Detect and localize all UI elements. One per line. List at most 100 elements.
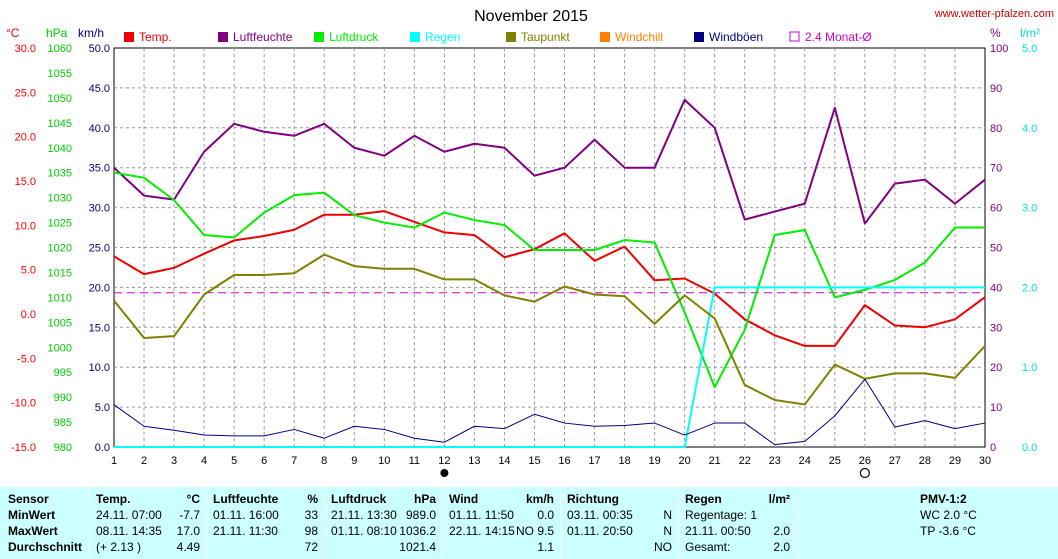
legend-label: Temp. xyxy=(139,30,172,44)
wind-max-time: 22.11. 14:15 xyxy=(449,524,515,538)
temp-avg-value: 4.49 xyxy=(176,540,200,554)
legend-label: 2.4 Monat-Ø xyxy=(805,30,872,44)
wind-avg-value: 1.1 xyxy=(537,540,554,554)
pressure-tick-label: 1025 xyxy=(48,218,72,230)
chart-series xyxy=(113,98,986,448)
rain-title: Regen xyxy=(685,492,722,506)
x-tick-label: 18 xyxy=(618,455,630,467)
humidity-tick-label: 70 xyxy=(990,163,1002,175)
wind-tick-label: 50.0 xyxy=(89,43,110,55)
chart-axes: 1 2 3 4 5 6 7 8 9 10 11 12 13 14 15 16 17 18 19 20 21 22 23 24 2… xyxy=(11,43,1037,479)
temp-max-value: 17.0 xyxy=(176,524,200,538)
x-tick-label: 17 xyxy=(588,455,600,467)
pressure-title: Luftdruck xyxy=(331,492,387,506)
pmv-dewpoint: TP -3.6 °C xyxy=(920,524,976,538)
x-tick-label: 1 xyxy=(111,455,117,467)
temp-tick-label: -15.0 xyxy=(11,442,36,454)
humidity-tick-label: 40 xyxy=(990,282,1002,294)
pressure-tick-label: 1020 xyxy=(48,243,72,255)
legend-swatch xyxy=(124,32,134,42)
x-tick-label: 22 xyxy=(739,455,751,467)
pmv-windchill: WC 2.0 °C xyxy=(920,508,977,522)
x-tick-label: 24 xyxy=(799,455,811,467)
pressure-min-value: 989.0 xyxy=(405,508,436,522)
x-tick-label: 28 xyxy=(919,455,931,467)
x-tick-label: 25 xyxy=(829,455,841,467)
wind-tick-label: 40.0 xyxy=(89,123,110,135)
wind-unit: km/h xyxy=(525,492,554,506)
pressure-tick-label: 980 xyxy=(54,442,72,454)
series-line-regen xyxy=(114,286,985,448)
rain-days: Regentage: 1 xyxy=(685,508,758,522)
stats-panel: Sensor MinWert MaxWert Durchschnitt Temp… xyxy=(0,487,1058,559)
humidity-min-time: 01.11. 16:00 xyxy=(213,508,279,522)
rain-unit: l/m² xyxy=(768,492,790,506)
x-tick-label: 21 xyxy=(709,455,721,467)
pmv-title: PMV-1:2 xyxy=(920,492,967,506)
weather-chart: 1 2 3 4 5 6 7 8 9 10 11 12 13 14 15 16 17 18 19 20 21 22 23 24 2… xyxy=(6,8,1054,479)
humidity-tick-label: 0 xyxy=(990,442,996,454)
x-tick-label: 5 xyxy=(231,455,237,467)
temp-max-time: 08.11. 14:35 xyxy=(96,524,162,538)
x-tick-label: 4 xyxy=(201,455,207,467)
legend-label: Luftfeuchte xyxy=(233,30,293,44)
temp-tick-label: 15.0 xyxy=(15,176,36,188)
legend-swatch xyxy=(694,32,704,42)
humidity-tick-label: 60 xyxy=(990,203,1002,215)
wind-min-time: 01.11. 11:50 xyxy=(449,508,514,522)
legend-swatch xyxy=(314,32,324,42)
pressure-max-time: 01.11. 08:10 xyxy=(331,524,397,538)
temp-unit: °C xyxy=(186,492,200,506)
legend-swatch xyxy=(600,32,610,42)
chart-grid xyxy=(113,47,986,448)
x-tick-label: 16 xyxy=(558,455,570,467)
x-tick-label: 8 xyxy=(321,455,327,467)
temp-tick-label: 20.0 xyxy=(15,132,36,144)
pressure-avg-value: 1021.4 xyxy=(399,540,436,554)
legend-label: Windböen xyxy=(709,30,763,44)
humidity-max-time: 21.11. 11:30 xyxy=(213,524,278,538)
humidity-tick-label: 80 xyxy=(990,123,1002,135)
legend-label: Taupunkt xyxy=(521,30,570,44)
humidity-min-value: 33 xyxy=(304,508,318,522)
x-tick-label: 15 xyxy=(528,455,540,467)
pressure-tick-label: 1055 xyxy=(48,68,72,80)
x-tick-label: 9 xyxy=(351,455,357,467)
legend-label: Windchill xyxy=(615,30,663,44)
wind-tick-label: 0.0 xyxy=(95,442,110,454)
x-tick-label: 12 xyxy=(438,455,450,467)
humidity-tick-label: 20 xyxy=(990,362,1002,374)
rain-total-label: Gesamt: xyxy=(685,540,731,554)
pressure-min-time: 21.11. 13:30 xyxy=(331,508,397,522)
row-label-sensor: Sensor xyxy=(8,492,49,506)
temp-title: Temp. xyxy=(96,492,131,506)
series-line-luftdruck xyxy=(113,171,985,389)
wind-tick-label: 5.0 xyxy=(95,402,110,414)
series-line-luftfeuchte xyxy=(113,98,986,225)
series-line-taupunkt xyxy=(113,253,986,406)
wind-tick-label: 35.0 xyxy=(89,163,110,175)
pressure-tick-label: 995 xyxy=(54,367,72,379)
temp-tick-label: -10.0 xyxy=(11,398,36,410)
site-link[interactable]: www.wetter-pfalzen.com xyxy=(934,8,1054,20)
pressure-unit: hPa xyxy=(413,492,436,506)
legend-swatch xyxy=(506,32,516,42)
pressure-tick-label: 1040 xyxy=(48,143,72,155)
legend-swatch xyxy=(218,32,228,42)
temp-unit-label: °C xyxy=(6,26,20,40)
rain-tick-label: 3.0 xyxy=(1022,203,1037,215)
temp-tick-label: 25.0 xyxy=(15,87,36,99)
humidity-unit: % xyxy=(307,492,318,506)
wind-tick-label: 15.0 xyxy=(89,322,110,334)
direction-min-time: 03.11. 00:35 xyxy=(567,508,633,522)
wind-min-value: 0.0 xyxy=(537,508,554,522)
x-tick-label: 23 xyxy=(769,455,781,467)
pressure-tick-label: 985 xyxy=(54,417,72,429)
wind-max-value: NO 9.5 xyxy=(515,524,554,538)
rain-max-time: 21.11. 00:50 xyxy=(685,524,751,538)
wind-title: Wind xyxy=(449,492,479,506)
legend-label: Luftdruck xyxy=(329,30,379,44)
pressure-tick-label: 1015 xyxy=(48,267,72,279)
temp-avg-note: (+ 2.13 ) xyxy=(96,540,142,554)
temp-min-value: -7.7 xyxy=(179,508,200,522)
